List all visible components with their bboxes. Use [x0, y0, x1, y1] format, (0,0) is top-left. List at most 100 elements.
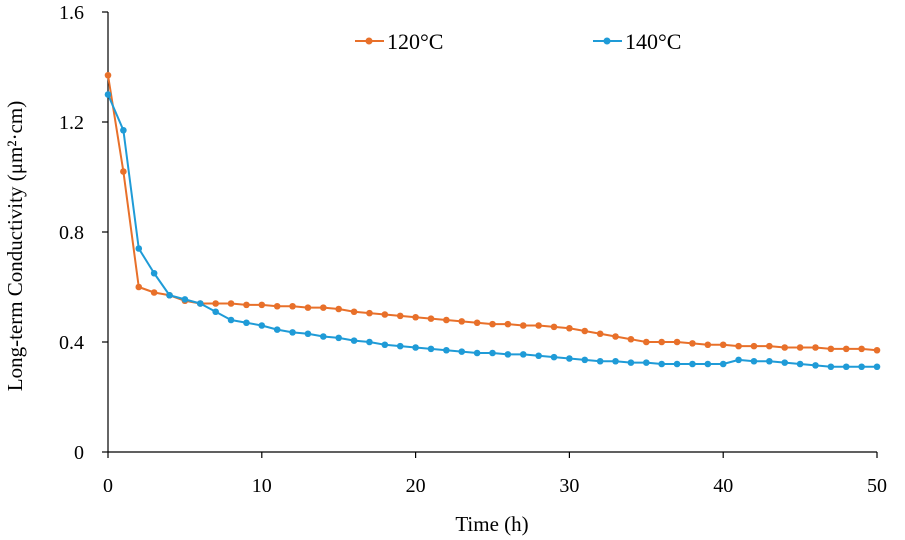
data-point	[550, 323, 558, 331]
data-point	[350, 308, 358, 316]
data-point	[135, 283, 143, 291]
legend-140c-marker	[603, 37, 611, 45]
data-point	[104, 71, 112, 79]
data-point	[181, 296, 189, 303]
data-point	[781, 344, 789, 351]
data-point	[812, 344, 819, 351]
legend-item-140c: 140°C	[593, 29, 681, 54]
data-point	[827, 345, 835, 353]
data-point	[643, 359, 650, 366]
y-ticks: 0 0.4 0.8 1.2 1.6	[59, 2, 108, 464]
data-point	[396, 342, 404, 350]
data-point	[212, 300, 219, 307]
data-point	[781, 359, 789, 366]
data-point	[473, 319, 481, 327]
x-axis-title: Time (h)	[455, 512, 528, 536]
data-point	[596, 330, 604, 338]
data-point	[719, 360, 727, 368]
data-point	[704, 360, 712, 368]
data-point	[335, 305, 343, 313]
data-point	[366, 309, 373, 317]
series-1	[104, 91, 881, 371]
data-point	[227, 316, 235, 324]
data-point	[827, 363, 835, 371]
data-point	[412, 313, 419, 321]
data-point	[766, 357, 773, 365]
x-tick-label: 40	[713, 475, 733, 497]
data-point	[258, 322, 266, 329]
data-point	[458, 348, 466, 355]
data-point	[443, 346, 450, 354]
data-point	[273, 326, 281, 333]
data-point	[519, 351, 527, 358]
data-point	[643, 338, 650, 346]
data-point	[427, 345, 435, 353]
x-tick-label: 30	[559, 475, 579, 497]
data-point	[120, 126, 127, 134]
data-point	[735, 356, 742, 364]
series-line	[107, 75, 878, 352]
data-point	[596, 357, 604, 365]
data-point	[304, 330, 312, 338]
data-point	[243, 319, 250, 327]
data-point	[566, 355, 573, 362]
data-point	[489, 349, 496, 357]
data-point	[427, 315, 435, 322]
data-point	[673, 338, 681, 346]
data-point	[550, 353, 558, 361]
data-point	[120, 168, 127, 175]
data-point	[504, 351, 512, 358]
series-0	[104, 71, 881, 354]
data-point	[504, 320, 512, 328]
x-tick-label: 20	[406, 475, 426, 497]
data-point	[612, 333, 619, 340]
data-point	[335, 334, 343, 342]
data-point	[489, 320, 496, 328]
data-point	[750, 357, 758, 365]
data-point	[858, 345, 865, 353]
data-point	[227, 300, 235, 307]
data-point	[535, 352, 542, 360]
data-point	[381, 341, 389, 349]
data-point	[627, 359, 635, 366]
data-point	[842, 345, 850, 353]
data-point	[873, 363, 881, 371]
data-point	[396, 312, 404, 320]
data-point	[535, 322, 542, 329]
data-point	[304, 304, 312, 311]
data-point	[812, 362, 819, 369]
legend: 120°C 140°C	[355, 29, 681, 54]
y-tick-label: 0.8	[59, 222, 84, 244]
data-point	[581, 327, 589, 335]
data-point	[273, 302, 281, 310]
data-point	[381, 311, 389, 318]
x-tick-label: 0	[103, 475, 113, 497]
x-tick-label: 50	[867, 475, 887, 497]
data-point	[519, 322, 527, 329]
series-layer	[104, 71, 881, 371]
data-point	[796, 344, 804, 351]
data-point	[320, 333, 327, 340]
data-point	[873, 346, 881, 354]
data-point	[766, 342, 773, 350]
data-point	[627, 335, 635, 343]
y-tick-label: 0.4	[59, 332, 84, 354]
data-point	[796, 360, 804, 368]
data-point	[166, 291, 173, 299]
data-point	[366, 338, 373, 346]
y-tick-label: 1.6	[59, 2, 84, 24]
data-point	[658, 360, 665, 368]
data-point	[735, 342, 742, 350]
data-point	[612, 357, 619, 365]
data-point	[212, 308, 219, 316]
data-point	[673, 360, 681, 368]
data-point	[104, 91, 112, 98]
data-point	[289, 302, 296, 310]
data-point	[320, 304, 327, 311]
data-point	[289, 329, 296, 336]
data-point	[704, 341, 712, 349]
data-point	[566, 324, 573, 332]
data-point	[581, 356, 589, 364]
data-point	[243, 301, 250, 309]
data-point	[412, 344, 419, 351]
